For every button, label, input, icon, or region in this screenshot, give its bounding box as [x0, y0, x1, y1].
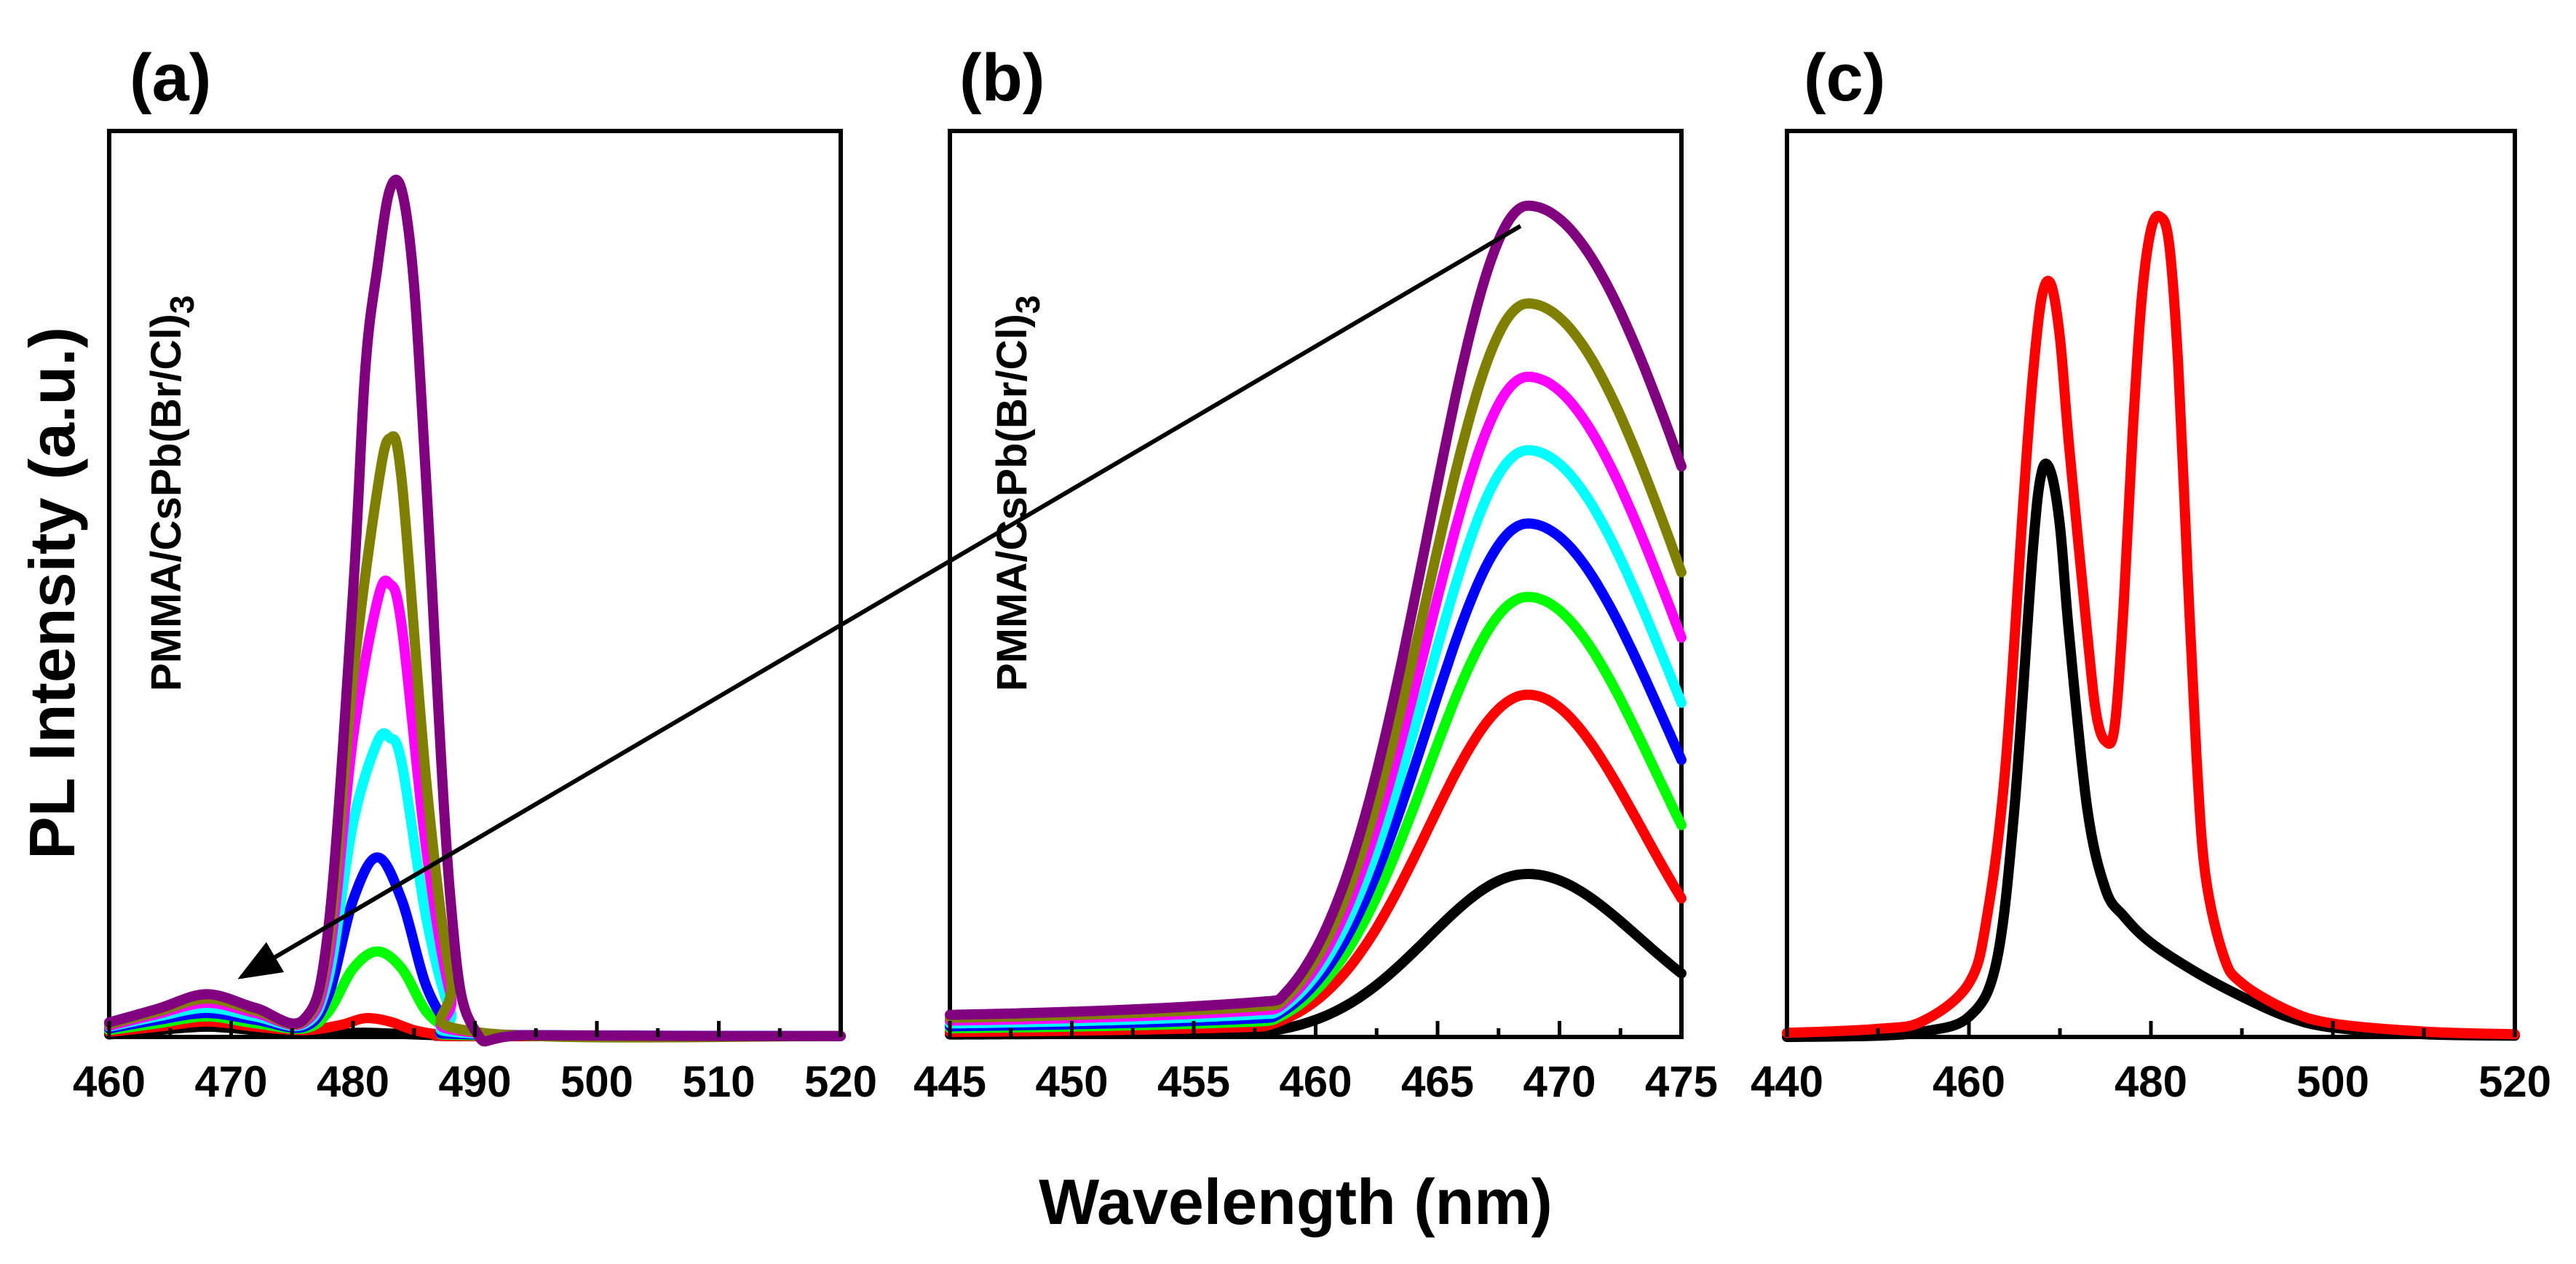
panel-c: (c) 440 460 480 500 520	[1751, 41, 2551, 1106]
x-tick-label: 520	[804, 1057, 877, 1106]
panel-c-frame	[1785, 129, 2517, 1039]
series-line-a-s6	[104, 575, 846, 1042]
panel-c-label: (c)	[1804, 41, 1885, 115]
series-line-a-s7	[104, 431, 846, 1043]
x-tick-label: 500	[560, 1057, 633, 1106]
series-line-a-s8	[104, 175, 846, 1046]
panel-b-frame	[948, 129, 1684, 1039]
x-tick-label: 460	[1933, 1057, 2005, 1106]
x-tick-label: 510	[682, 1057, 755, 1106]
sample-formula: PMMA/CsPb(Br/Cl)	[143, 314, 190, 691]
sample-formula-subscript: 3	[1009, 295, 1047, 314]
x-tick-label: 455	[1157, 1057, 1230, 1106]
x-tick-label: 450	[1035, 1057, 1108, 1106]
panel-a-sample-label: PMMA/CsPb(Br/Cl)3	[143, 295, 201, 691]
x-tick-label: 500	[2296, 1057, 2369, 1106]
x-tick-label: 490	[438, 1057, 511, 1106]
x-tick-label: 470	[1523, 1057, 1596, 1106]
panel-b-ticks: 445 450 455 460 465 470 475	[914, 1021, 1718, 1106]
y-axis-title: PL Intensity (a.u.)	[16, 327, 88, 859]
x-tick-label: 480	[2115, 1057, 2187, 1106]
x-tick-label: 470	[194, 1057, 267, 1106]
x-tick-label: 520	[2478, 1057, 2551, 1106]
panel-c-curves	[1782, 210, 2520, 1042]
panel-b-label: (b)	[959, 41, 1045, 115]
panel-b-sample-label: PMMA/CsPb(Br/Cl)3	[988, 295, 1047, 691]
sample-formula-subscript: 3	[163, 295, 201, 314]
panel-a: (a) 460 470 480 490 500 510 520 PMMA/CsPb(Br/C…	[73, 41, 877, 1106]
series-line-c-red	[1782, 210, 2520, 1040]
series-line-c-black	[1782, 458, 2520, 1042]
panel-a-label: (a)	[130, 41, 211, 115]
x-tick-label: 460	[1279, 1057, 1352, 1106]
panel-b-curves	[945, 200, 1687, 1040]
panel-a-curves	[104, 175, 846, 1046]
x-tick-label: 445	[914, 1057, 986, 1106]
panel-c-ticks: 440 460 480 500 520	[1751, 1021, 2551, 1106]
panel-a-ticks: 460 470 480 490 500 510 520	[73, 1021, 877, 1106]
series-line-b-s5	[945, 445, 1687, 1029]
sample-formula: PMMA/CsPb(Br/Cl)	[988, 314, 1036, 691]
panel-b: (b) 445 450 455 460 465 470 475 PMMA/CsPb(Br/C…	[914, 41, 1718, 1106]
x-tick-label: 460	[73, 1057, 146, 1106]
x-axis-title: Wavelength (nm)	[1039, 1166, 1553, 1238]
panel-a-frame	[107, 129, 843, 1039]
series-line-b-s8	[945, 200, 1687, 1020]
x-tick-label: 480	[317, 1057, 389, 1106]
x-tick-label: 465	[1401, 1057, 1474, 1106]
trend-arrow	[237, 224, 1522, 979]
x-tick-label: 475	[1645, 1057, 1718, 1106]
x-tick-label: 440	[1751, 1057, 1823, 1106]
